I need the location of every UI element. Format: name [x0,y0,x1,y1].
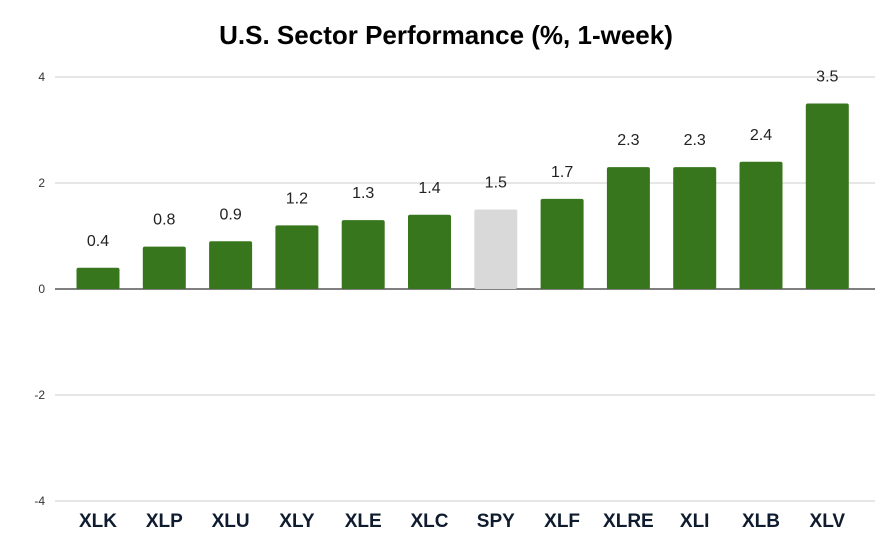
x-tick-label-xlk: XLK [79,511,117,532]
y-tick-label: 2 [38,176,45,190]
bar-xlb [739,161,783,289]
x-axis: XLK XLP XLU XLY XLE XLC SPY XLF XLRE XLI XLB XLV [79,511,845,532]
data-label-xlv: 3.5 [816,69,838,86]
data-label-xlf: 1.7 [551,164,573,181]
data-label-xlk: 0.4 [87,233,109,250]
x-tick-label-xlb: XLB [742,511,780,532]
data-label-xlre: 2.3 [617,132,639,149]
bar-xlk [76,267,120,289]
x-tick-label-xlp: XLP [146,511,183,532]
y-tick-label: -2 [34,388,45,402]
gridlines [55,76,875,502]
bars [76,103,849,289]
bar-xlc [408,214,451,289]
x-tick-label-xlv: XLV [810,511,846,532]
x-tick-label-xlc: XLC [411,511,449,532]
x-tick-label-xlf: XLF [544,511,580,532]
x-tick-label-xli: XLI [680,511,710,532]
data-label-xly: 1.2 [286,190,308,207]
data-label-xli: 2.3 [684,132,706,149]
bar-xly [275,225,319,289]
bar-spy [474,209,518,289]
x-tick-label-xly: XLY [279,511,315,532]
data-label-xlb: 2.4 [750,127,772,144]
bar-xle [341,220,385,289]
y-axis: 4 2 0 -2 -4 [34,70,45,508]
y-tick-label: 4 [38,70,45,84]
bar-xlv [805,103,849,289]
x-tick-label-xle: XLE [345,511,382,532]
bar-xlf [540,198,584,289]
y-tick-label: 0 [38,282,45,296]
data-label-xlp: 0.8 [153,212,175,229]
data-label-xlc: 1.4 [418,180,440,197]
chart-title: U.S. Sector Performance (%, 1-week) [219,20,673,50]
x-tick-label-xlu: XLU [212,511,250,532]
data-label-xle: 1.3 [352,185,374,202]
x-tick-label-xlre: XLRE [603,511,654,532]
bar-xlu [209,241,253,289]
data-label-spy: 1.5 [485,175,507,192]
bar-xlre [606,167,650,289]
x-tick-label-spy: SPY [477,511,515,532]
data-labels: 0.4 0.8 0.9 1.2 1.3 1.4 1.5 1.7 2.3 2.3 2.4 3.5 [87,69,839,250]
bar-xli [673,167,717,289]
y-tick-label: -4 [34,494,45,508]
bar-xlp [142,246,186,289]
data-label-xlu: 0.9 [219,206,241,223]
